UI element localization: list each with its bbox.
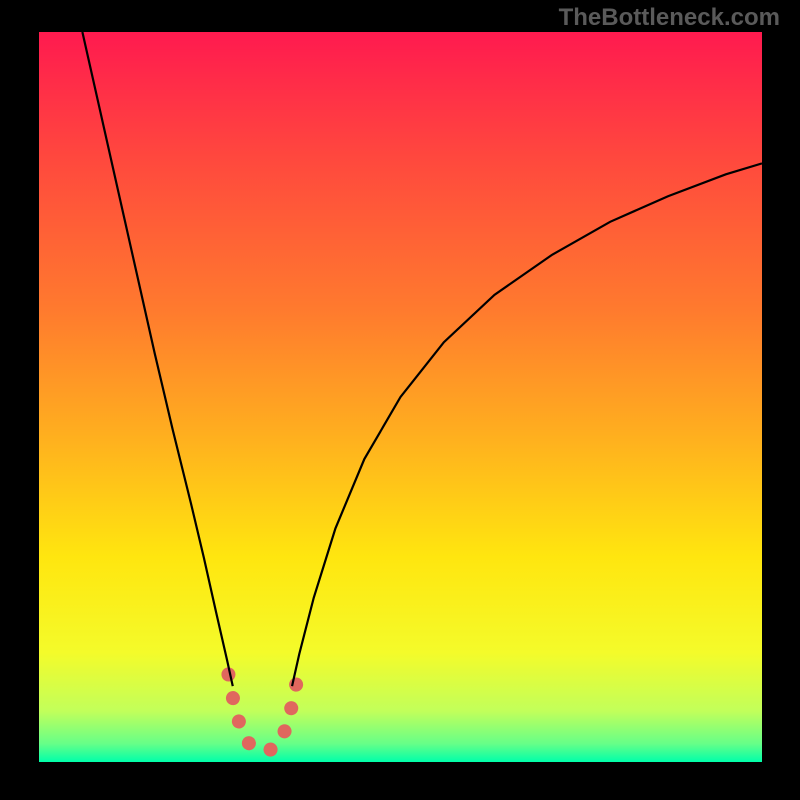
chart-svg xyxy=(39,32,762,762)
curve-right xyxy=(292,163,762,686)
curve-left xyxy=(82,32,232,686)
watermark-text: TheBottleneck.com xyxy=(559,4,780,32)
trough-u-marker xyxy=(228,674,296,751)
plot-area xyxy=(39,32,762,762)
chart-frame: TheBottleneck.com xyxy=(0,0,800,800)
